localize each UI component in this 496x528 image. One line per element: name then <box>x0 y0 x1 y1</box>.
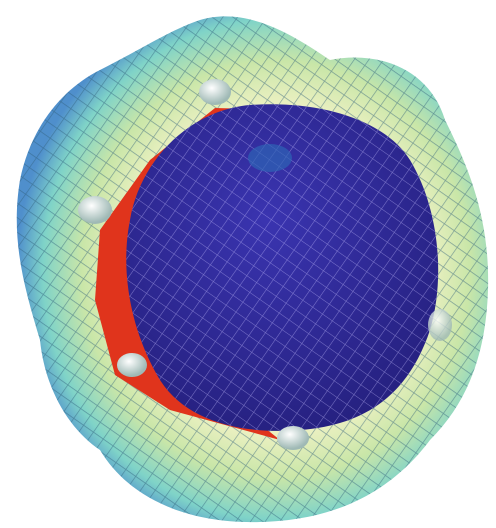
core-mesh <box>126 104 439 431</box>
hydrogen-atom <box>199 79 231 105</box>
hydrogen-atom <box>428 309 452 341</box>
highlight <box>248 144 292 172</box>
hydrogen-atom <box>78 196 112 224</box>
hydrogen-atom <box>117 353 147 377</box>
hydrogen-atom <box>277 426 309 450</box>
